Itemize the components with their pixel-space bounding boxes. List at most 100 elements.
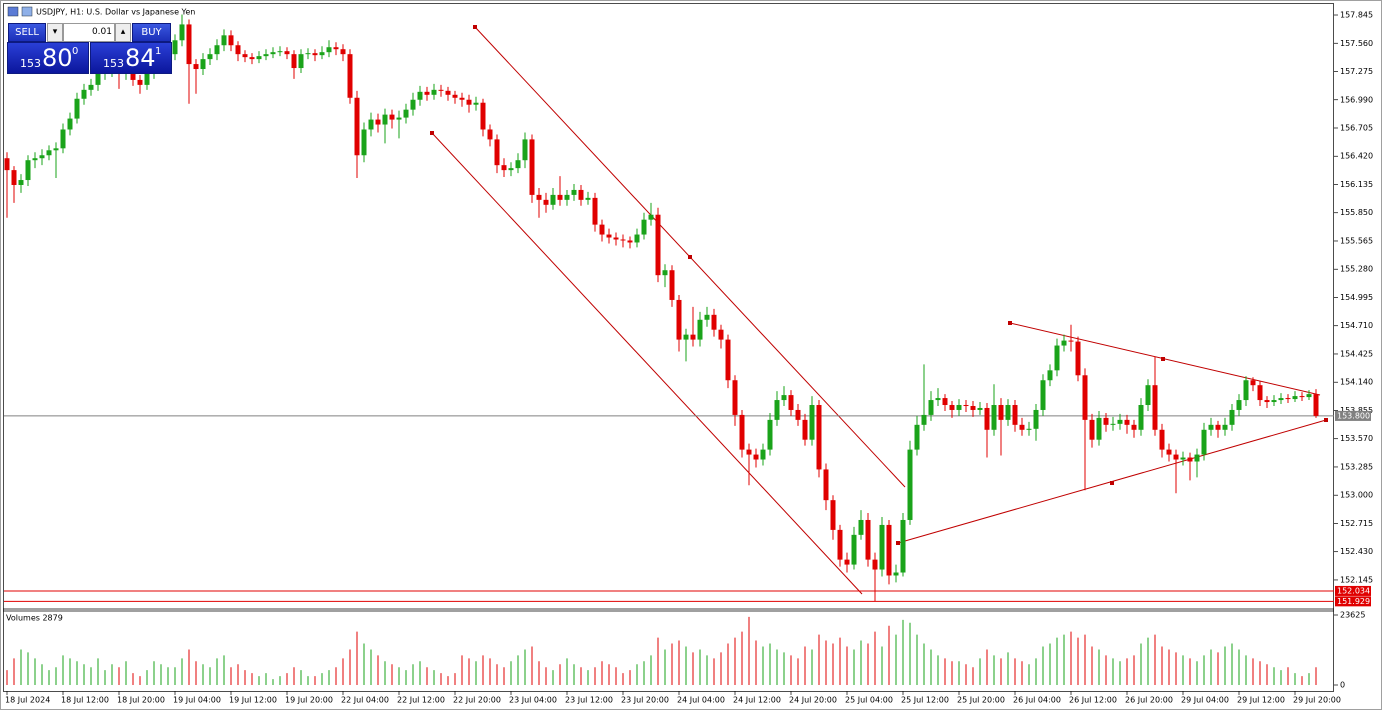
candle-body xyxy=(634,234,640,243)
candle-body xyxy=(424,91,430,95)
candle-body xyxy=(305,53,311,55)
ask-prefix: 153 xyxy=(103,57,124,70)
anchor xyxy=(430,131,434,135)
x-tick-label: 23 Jul 04:00 xyxy=(509,696,557,705)
candle-body xyxy=(914,424,920,450)
anchor xyxy=(473,25,477,29)
candle-body xyxy=(942,398,948,406)
candle-body xyxy=(557,194,563,200)
candle-body xyxy=(186,24,192,65)
anchor xyxy=(896,541,900,545)
ask-quote[interactable]: 153 84 1 xyxy=(90,42,172,74)
x-tick-label: 23 Jul 12:00 xyxy=(565,696,613,705)
candle-body xyxy=(865,519,871,560)
x-tick-label: 25 Jul 12:00 xyxy=(901,696,949,705)
candle-body xyxy=(816,405,822,470)
candle-body xyxy=(4,158,10,171)
price-label-box xyxy=(1335,585,1371,596)
candle-body xyxy=(844,559,850,565)
candle-body xyxy=(67,118,73,130)
y-tick-label: 153.000 xyxy=(1340,491,1373,500)
candle-body xyxy=(242,54,248,58)
candle-body xyxy=(1292,396,1298,400)
bid-quote[interactable]: 153 80 0 xyxy=(7,42,89,74)
y-tick-label: 156.990 xyxy=(1340,95,1373,104)
candle-body xyxy=(74,98,80,119)
candle-body xyxy=(214,45,220,55)
candle-body xyxy=(578,189,584,200)
candle-body xyxy=(368,119,374,130)
y-tick-label: 153.285 xyxy=(1340,462,1373,471)
candle-body xyxy=(1026,428,1032,430)
candle-body xyxy=(1201,429,1207,455)
candle-body xyxy=(179,24,185,41)
x-tick-label: 24 Jul 12:00 xyxy=(733,696,781,705)
window-icon xyxy=(7,6,19,17)
candle-body xyxy=(984,407,990,430)
x-tick-label: 25 Jul 20:00 xyxy=(957,696,1005,705)
candle-body xyxy=(312,53,318,56)
candle-body xyxy=(1187,457,1193,462)
candle-body xyxy=(1278,398,1284,401)
lot-up[interactable]: ▴ xyxy=(115,23,131,42)
candle-body xyxy=(571,189,577,195)
candle-body xyxy=(1089,419,1095,440)
candle-body xyxy=(536,194,542,200)
candle-body xyxy=(592,197,598,225)
candle-body xyxy=(1180,457,1186,460)
candle-body xyxy=(473,102,479,105)
candle-body xyxy=(1082,375,1088,420)
sell-button[interactable]: SELL xyxy=(8,23,46,42)
candle-body xyxy=(928,400,934,415)
candle-body xyxy=(46,150,52,156)
candle-body xyxy=(319,52,325,56)
candle-body xyxy=(347,54,353,98)
lot-down[interactable]: ▾ xyxy=(47,23,63,42)
candle-body xyxy=(445,90,451,95)
candle-body xyxy=(1117,419,1123,424)
plot-frame xyxy=(3,3,1334,692)
candle-body xyxy=(851,534,857,565)
candle-body xyxy=(613,237,619,240)
candle-body xyxy=(137,79,143,85)
candle-body xyxy=(585,197,591,200)
candle-body xyxy=(459,97,465,100)
candle-body xyxy=(522,139,528,161)
y-tick-label: 154.140 xyxy=(1340,378,1373,387)
candle-body xyxy=(172,40,178,55)
candle-body xyxy=(25,160,31,181)
candle-body xyxy=(1313,394,1319,416)
lot-input[interactable]: 0.01 xyxy=(63,23,115,42)
candle-body xyxy=(725,339,731,381)
candle-body xyxy=(809,405,815,440)
candle-body xyxy=(480,102,486,130)
candle-body xyxy=(858,519,864,535)
candle-body xyxy=(228,35,234,46)
candle-body xyxy=(1040,380,1046,410)
candle-body xyxy=(564,194,570,200)
y-tick-label: 152.715 xyxy=(1340,519,1373,528)
candle-body xyxy=(1138,405,1144,430)
buy-button[interactable]: BUY xyxy=(132,23,171,42)
candle-body xyxy=(501,165,507,171)
anchor xyxy=(1110,481,1114,485)
anchor xyxy=(688,255,692,259)
price-label: 151.929 xyxy=(1337,597,1370,606)
x-tick-label: 25 Jul 04:00 xyxy=(845,696,893,705)
candle-body xyxy=(1215,424,1221,430)
bid-big: 80 xyxy=(42,44,73,72)
window-title: USDJPY, H1: U.S. Dollar vs Japanese Yen xyxy=(36,8,195,17)
candle-body xyxy=(648,214,654,220)
candle-body xyxy=(1012,405,1018,425)
x-tick-label: 19 Jul 04:00 xyxy=(173,696,221,705)
y-tick-label: 156.420 xyxy=(1340,152,1373,161)
price-label: 153.800 xyxy=(1337,411,1370,420)
candle-body xyxy=(340,49,346,55)
candle-body xyxy=(704,314,710,320)
y-tick-label: 156.135 xyxy=(1340,180,1373,189)
window-icon xyxy=(21,6,33,17)
candle-body xyxy=(676,299,682,340)
candle-body xyxy=(690,334,696,340)
candle-body xyxy=(977,407,983,410)
candle-body xyxy=(1285,398,1291,400)
